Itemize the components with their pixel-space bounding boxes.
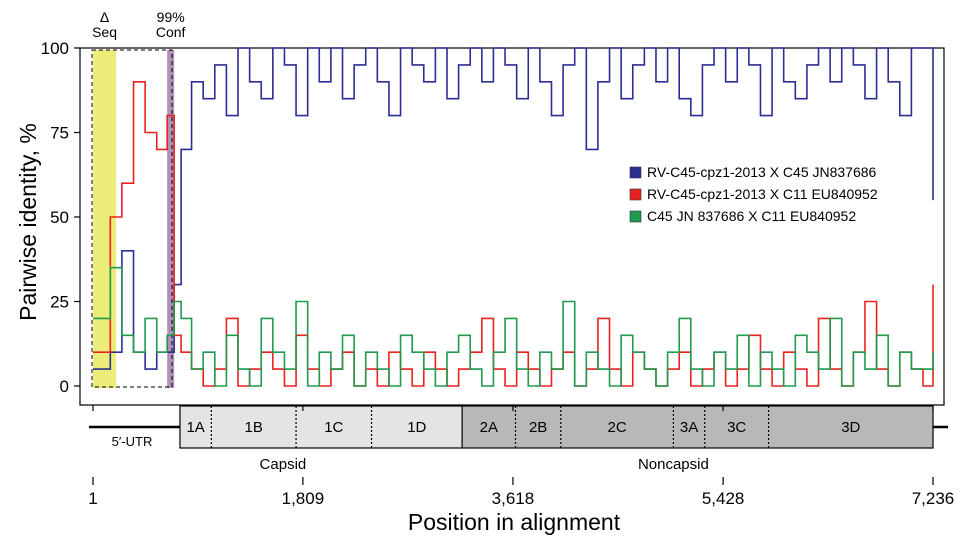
x-tick-label-2: 3,618	[492, 489, 535, 508]
highlight-region-0	[93, 50, 117, 388]
legend-label-2: C45 JN 837686 X C11 EU840952	[647, 208, 856, 224]
y-tick-label-2: 50	[50, 208, 69, 227]
segment-1	[211, 406, 297, 448]
segment-label-7: 3A	[680, 419, 698, 436]
dashed-box	[91, 49, 173, 388]
segment-9	[768, 406, 933, 448]
group-label-0: Capsid	[260, 456, 307, 473]
series-line-0	[93, 47, 934, 370]
segment-label-2: 1C	[324, 419, 343, 436]
segment-4	[462, 406, 516, 448]
y-tick-label-1: 25	[50, 293, 69, 312]
segment-label-9: 3D	[841, 419, 860, 436]
legend-label-0: RV-C45-cpz1-2013 X C45 JN837686	[647, 164, 877, 180]
series-lines	[93, 47, 934, 387]
segment-label-5: 2B	[529, 419, 547, 436]
plot-frame	[79, 47, 945, 406]
y-axis-label: Pairwise identity, %	[15, 123, 41, 321]
y-tick-label-0: 0	[60, 377, 69, 396]
segment-2	[296, 406, 372, 448]
segment-label-3: 1D	[407, 419, 426, 436]
segment-6	[560, 406, 674, 448]
x-axis-label: Position in alignment	[408, 509, 621, 535]
x-tick-label-1: 1,809	[282, 489, 325, 508]
y-tick-label-3: 75	[50, 124, 69, 143]
segment-label-8: 3C	[727, 419, 746, 436]
genome-map: 5′-UTR 1A 1B 1C 1D 2A 2B 2C 3A 3C 3D Capsid Noncapsi…	[89, 405, 948, 473]
legend-label-1: RV-C45-cpz1-2013 X C11 EU840952	[647, 186, 878, 202]
genome-outline	[179, 405, 934, 449]
segment-7	[673, 406, 705, 448]
segment-5	[515, 406, 561, 448]
segment-label-0: 1A	[186, 419, 204, 436]
region-label-bottom-0: Seq	[92, 24, 117, 40]
segment-8	[704, 406, 769, 448]
segment-label-1: 1B	[245, 419, 263, 436]
x-tick-label-0: 1	[88, 489, 97, 508]
group-label-1: Noncapsid	[638, 456, 709, 473]
legend-swatch-0	[629, 166, 642, 179]
y-axis: 0 25 50 75 100	[41, 39, 80, 396]
y-tick-label-4: 100	[41, 39, 69, 58]
region-label-bottom-1: Conf	[156, 24, 186, 40]
segment-label-4: 2A	[480, 419, 498, 436]
x-tick-label-4: 7,236	[912, 489, 955, 508]
region-label-top-0: Δ	[100, 9, 109, 25]
segment-label-6: 2C	[607, 419, 626, 436]
utr-label: 5′-UTR	[112, 434, 153, 449]
highlight-region-1	[167, 50, 175, 388]
legend-swatch-2	[629, 210, 642, 223]
x-axis: 1 1,809 3,618 5,428 7,236	[88, 405, 954, 508]
region-label-top-1: 99%	[157, 9, 185, 25]
legend: RV-C45-cpz1-2013 X C45 JN837686 RV-C45-cp…	[629, 164, 878, 224]
segment-3	[371, 406, 463, 448]
legend-swatch-1	[629, 188, 642, 201]
segment-0	[179, 406, 212, 448]
x-tick-label-3: 5,428	[702, 489, 745, 508]
series-line-2	[93, 266, 934, 387]
